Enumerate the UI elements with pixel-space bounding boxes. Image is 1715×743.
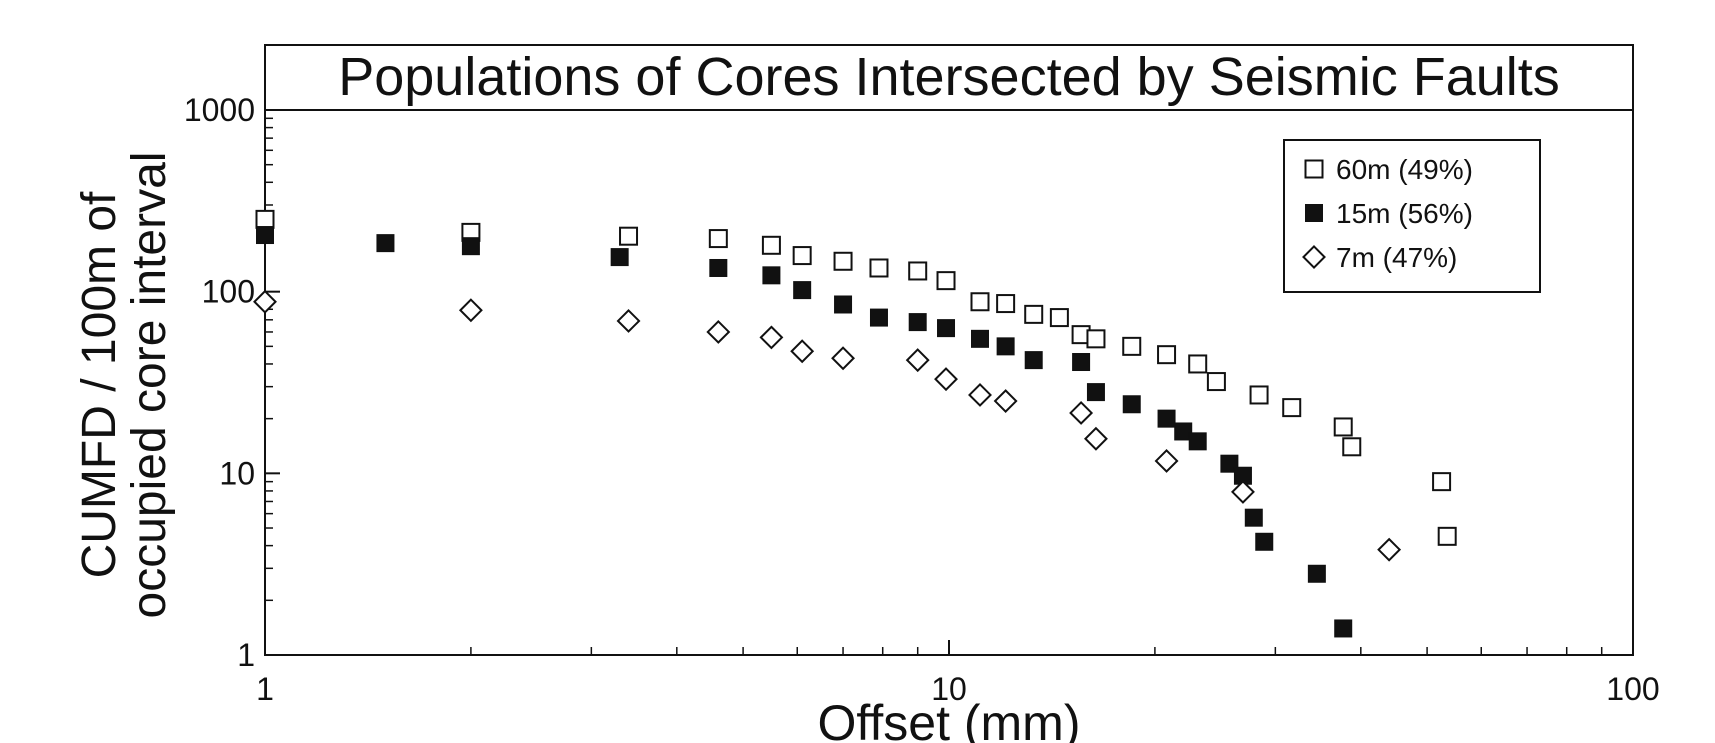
data-point-filled-square: [996, 337, 1015, 356]
legend-label: 15m (56%): [1336, 198, 1473, 229]
chart-title: Populations of Cores Intersected by Seis…: [338, 47, 1560, 107]
data-point-open-square: [1342, 437, 1362, 457]
y-tick-label: 100: [202, 274, 255, 310]
y-axis: 1 10 100 1000: [184, 92, 280, 673]
data-point-filled-square: [610, 248, 629, 267]
data-point-open-square: [619, 226, 639, 246]
data-point-filled-square: [937, 319, 956, 338]
data-point-open-square: [833, 251, 853, 271]
series-open-diamond: [253, 289, 1402, 562]
data-point-filled-square: [1086, 383, 1105, 402]
legend-marker-filled-square: [1305, 204, 1323, 222]
data-point-filled-square: [908, 313, 927, 332]
data-points: [253, 209, 1457, 638]
data-point-filled-square: [971, 329, 990, 348]
data-point-filled-square: [1174, 422, 1193, 441]
data-point-open-square: [1157, 345, 1177, 365]
x-tick-label: 1: [256, 671, 274, 707]
data-point-open-square: [1249, 385, 1269, 405]
legend-box: [1283, 139, 1541, 293]
data-point-open-diamond: [253, 289, 277, 314]
data-point-open-square: [1333, 417, 1353, 437]
data-point-open-diamond: [458, 298, 483, 323]
data-point-filled-square: [1157, 409, 1176, 428]
series-filled-square: [256, 226, 1353, 638]
data-point-open-square: [708, 229, 728, 249]
y-tick-label: 1: [237, 637, 255, 673]
data-point-open-square: [1024, 304, 1044, 324]
x-tick-label: 10: [931, 671, 967, 707]
series-open-square: [255, 209, 1457, 546]
data-point-open-diamond: [1069, 400, 1094, 425]
y-tick-label: 10: [219, 455, 255, 491]
plot-frame: [264, 44, 1634, 656]
y-axis-label-line2: occupied core interval: [123, 152, 176, 619]
data-point-open-square: [970, 292, 990, 312]
data-point-open-diamond: [831, 346, 856, 371]
legend-label: 7m (47%): [1336, 242, 1457, 273]
x-tick-label: 100: [1606, 671, 1659, 707]
data-point-filled-square: [1244, 508, 1263, 527]
data-point-filled-square: [834, 295, 853, 314]
data-point-filled-square: [1072, 353, 1091, 372]
data-point-filled-square: [869, 308, 888, 327]
data-point-filled-square: [1307, 564, 1326, 583]
data-point-filled-square: [1024, 351, 1043, 370]
data-point-filled-square: [1122, 395, 1141, 414]
data-point-open-diamond: [1230, 479, 1255, 504]
legend-marker-open-diamond: [1302, 245, 1326, 269]
legend: 60m (49%) 15m (56%) 7m (47%): [1283, 139, 1541, 293]
data-point-open-diamond: [968, 383, 992, 407]
data-point-filled-square: [461, 237, 480, 256]
data-point-filled-square: [256, 226, 274, 245]
data-point-filled-square: [1188, 432, 1207, 451]
data-point-open-diamond: [934, 367, 958, 392]
data-point-open-square: [1122, 336, 1142, 356]
data-point-filled-square: [376, 234, 395, 253]
data-point-filled-square: [1255, 532, 1274, 551]
x-axis-label: Offset (mm): [818, 695, 1081, 743]
legend-marker-open-square: [1304, 159, 1324, 179]
data-point-filled-square: [762, 266, 781, 285]
data-point-open-diamond: [790, 339, 815, 364]
data-point-open-square: [1206, 372, 1226, 392]
y-axis-label-line1: CUMFD / 100m of: [73, 191, 126, 578]
data-point-open-square: [1188, 354, 1208, 374]
data-point-filled-square: [793, 281, 812, 300]
data-point-open-square: [1086, 329, 1106, 349]
data-point-open-diamond: [905, 348, 930, 373]
data-point-open-diamond: [1083, 426, 1108, 451]
data-point-open-square: [761, 235, 781, 255]
data-point-open-square: [1432, 472, 1452, 492]
data-point-open-diamond: [706, 320, 731, 344]
data-point-open-square: [996, 294, 1016, 314]
data-point-filled-square: [1334, 619, 1353, 638]
data-point-open-square: [255, 209, 275, 229]
data-point-filled-square: [709, 258, 728, 277]
data-point-open-square: [936, 271, 956, 291]
data-point-open-diamond: [993, 389, 1018, 413]
legend-label: 60m (49%): [1336, 154, 1473, 185]
data-point-open-diamond: [1377, 537, 1402, 562]
data-point-open-square: [869, 258, 889, 278]
data-point-filled-square: [1220, 454, 1239, 473]
data-point-open-square: [792, 246, 812, 266]
data-point-open-square: [1049, 308, 1069, 328]
x-axis: 1 10 100: [256, 640, 1660, 707]
data-point-open-square: [1282, 398, 1302, 418]
data-point-open-square: [908, 261, 928, 281]
y-tick-label: 1000: [184, 92, 255, 128]
data-point-open-diamond: [616, 308, 641, 333]
data-point-open-diamond: [759, 325, 784, 350]
data-point-open-diamond: [1154, 448, 1179, 473]
data-point-open-square: [1437, 526, 1457, 546]
